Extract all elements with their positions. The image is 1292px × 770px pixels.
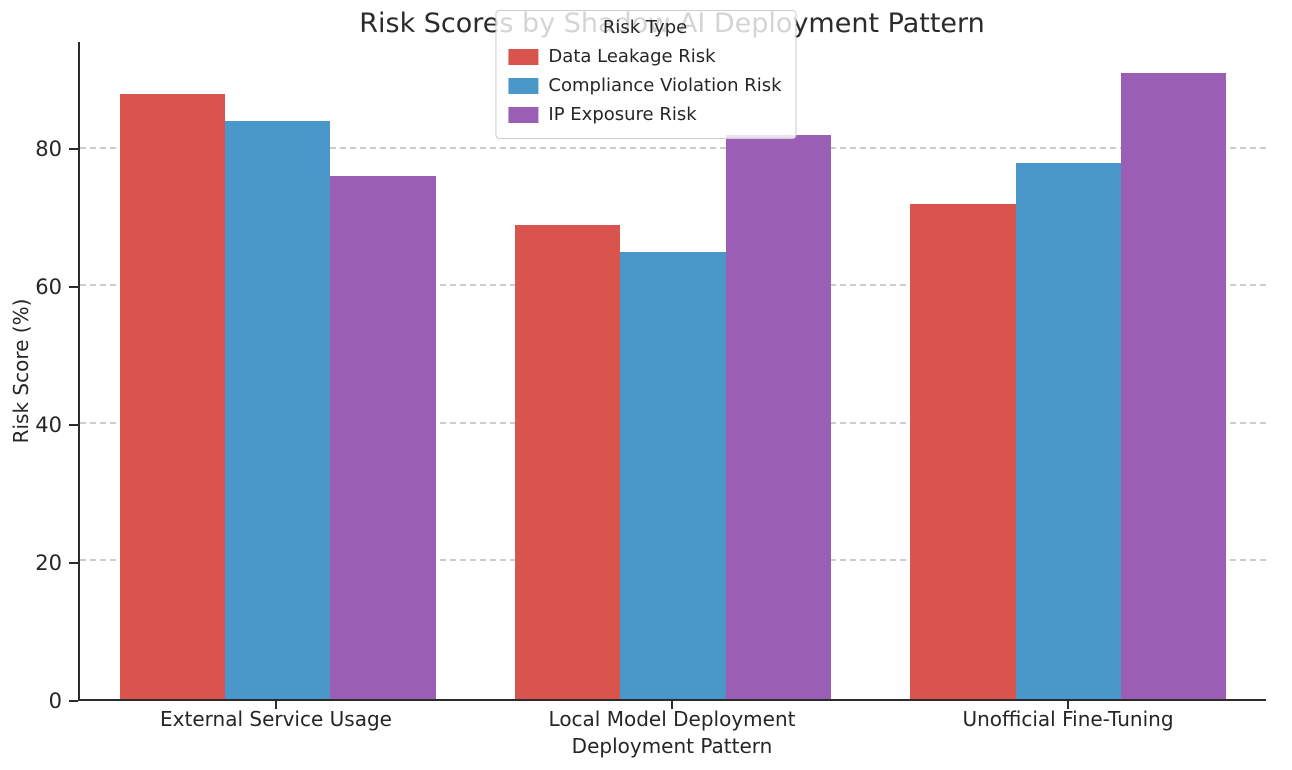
bar <box>910 203 1016 699</box>
bar-group <box>871 42 1266 699</box>
y-tick-label: 80 <box>35 137 62 162</box>
y-tick-label: 0 <box>48 689 62 713</box>
y-tick-mark <box>69 700 78 702</box>
plot-area <box>78 42 1266 701</box>
bar-group <box>475 42 870 699</box>
gridline <box>80 146 1266 149</box>
legend-item: IP Exposure Risk <box>508 101 781 128</box>
x-tick-label: External Service Usage <box>160 707 392 731</box>
legend-item-label: Compliance Violation Risk <box>548 75 782 96</box>
bar-group <box>80 42 475 699</box>
y-tick-mark <box>69 286 78 289</box>
y-tick-label: 20 <box>35 551 62 576</box>
legend-item-label: IP Exposure Risk <box>548 104 697 125</box>
bar <box>620 252 726 699</box>
y-axis: 0 20 40 60 80 <box>0 42 78 713</box>
x-tick-mark <box>671 701 673 709</box>
x-axis: External Service Usage Local Model Deploy… <box>78 701 1266 733</box>
bars-layer <box>80 42 1266 699</box>
legend-item-label: Data Leakage Risk <box>548 46 716 67</box>
legend-items: Data Leakage Risk Compliance Violation Ri… <box>508 43 782 128</box>
bar <box>330 176 436 699</box>
y-tick-mark <box>69 148 78 151</box>
x-tick-label: Unofficial Fine-Tuning <box>962 707 1174 731</box>
y-tick-mark <box>69 562 78 565</box>
legend-swatch <box>508 48 539 65</box>
y-tick-label: 60 <box>35 275 62 300</box>
legend-swatch <box>508 77 539 94</box>
bar <box>725 135 832 699</box>
bar <box>1015 162 1122 699</box>
legend-swatch <box>508 106 539 123</box>
x-tick-mark <box>1067 701 1069 709</box>
legend-item: Compliance Violation Risk <box>508 72 782 99</box>
bar <box>1121 73 1227 699</box>
x-tick-mark <box>275 701 277 709</box>
legend-title: Risk Type <box>602 17 688 38</box>
x-axis-label: Deployment Pattern <box>571 734 773 758</box>
legend-item: Data Leakage Risk <box>508 43 781 70</box>
y-tick-label: 40 <box>35 413 62 438</box>
bar <box>514 224 621 699</box>
x-tick-label: Local Model Deployment <box>548 707 796 731</box>
y-tick-mark <box>69 424 78 427</box>
bar <box>224 121 331 699</box>
bar <box>119 93 225 699</box>
legend: Risk Type Data Leakage Risk Compliance Vi… <box>495 10 797 139</box>
